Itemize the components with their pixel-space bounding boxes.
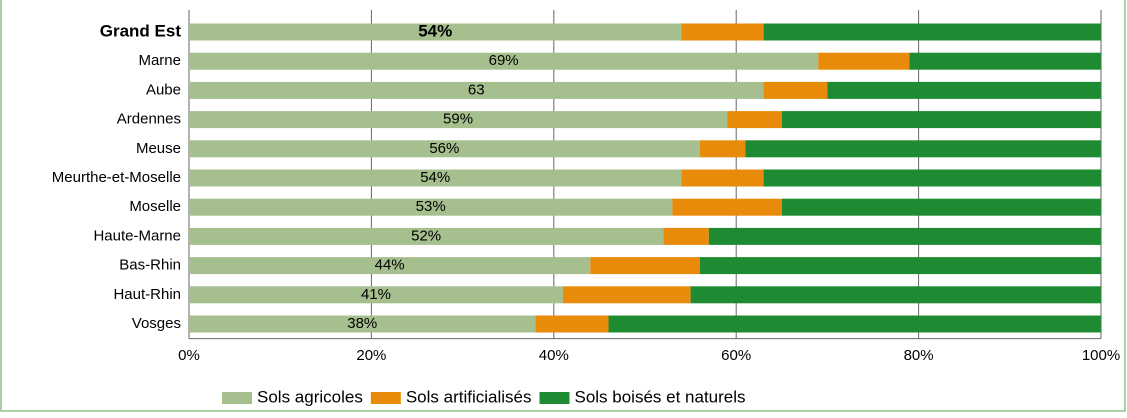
y-tick-label: Marne xyxy=(138,52,181,69)
data-label: 56% xyxy=(429,140,459,157)
bar-segment xyxy=(189,286,563,304)
bar-segment xyxy=(745,140,1101,158)
data-label: 52% xyxy=(411,227,441,244)
y-tick-label: Haut-Rhin xyxy=(113,286,181,303)
bar-segment xyxy=(708,227,1101,245)
y-tick-label: Ardennes xyxy=(117,111,181,128)
legend-label: Sols agricoles xyxy=(257,387,363,406)
y-tick-label: Meuse xyxy=(136,140,181,157)
bar-segment xyxy=(590,257,700,275)
y-tick-label: Bas-Rhin xyxy=(119,257,181,274)
bar-segment xyxy=(189,315,536,333)
bar-segment xyxy=(763,23,1101,41)
bar-segment xyxy=(681,169,764,187)
bar-segment xyxy=(535,315,609,333)
bar-segment xyxy=(663,227,709,245)
bar-segment xyxy=(189,198,673,216)
data-label: 54% xyxy=(420,169,450,186)
bar-segment xyxy=(727,111,782,129)
bar-segment xyxy=(690,286,1101,304)
y-tick-label: Moselle xyxy=(129,198,181,215)
bar-segment xyxy=(189,23,682,41)
x-tick-label: 80% xyxy=(904,347,934,364)
bar-segment xyxy=(189,140,700,158)
data-label: 53% xyxy=(416,198,446,215)
bar-segment xyxy=(699,140,746,158)
data-label: 54% xyxy=(418,21,452,40)
bar-segment xyxy=(818,52,910,70)
legend-swatch xyxy=(370,392,401,404)
legend-label: Sols boisés et naturels xyxy=(574,387,745,406)
y-tick-label: Vosges xyxy=(132,315,181,332)
bar-segment xyxy=(189,111,728,129)
data-label: 69% xyxy=(489,52,519,69)
bar-segment xyxy=(189,169,682,187)
data-label: 63 xyxy=(468,81,485,98)
legend-swatch xyxy=(539,392,570,404)
bar-segment xyxy=(608,315,1101,333)
bar-segment xyxy=(681,23,764,41)
data-label: 41% xyxy=(361,286,391,303)
y-tick-label: Haute-Marne xyxy=(93,227,181,244)
bar-segment xyxy=(189,81,764,99)
bar-segment xyxy=(189,227,664,245)
data-label: 38% xyxy=(347,315,377,332)
legend-swatch xyxy=(222,392,252,404)
bar-segment xyxy=(562,286,691,304)
bar-segment xyxy=(781,111,1101,129)
bar-segment xyxy=(672,198,782,216)
bar-segment xyxy=(189,257,591,275)
bar-segment xyxy=(763,169,1101,187)
x-tick-label: 40% xyxy=(539,347,569,364)
x-tick-label: 20% xyxy=(356,347,386,364)
y-tick-label: Grand Est xyxy=(100,21,182,40)
y-tick-label: Meurthe-et-Moselle xyxy=(52,169,181,186)
bar-segment xyxy=(781,198,1101,216)
bar-segment xyxy=(763,81,828,99)
data-label: 59% xyxy=(443,111,473,128)
legend-label: Sols artificialisés xyxy=(406,387,532,406)
data-label: 44% xyxy=(375,257,405,274)
bar-segment xyxy=(909,52,1101,70)
y-tick-label: Aube xyxy=(146,81,181,98)
x-tick-label: 0% xyxy=(178,347,200,364)
x-tick-label: 60% xyxy=(721,347,751,364)
bar-segment xyxy=(699,257,1101,275)
bar-segment xyxy=(189,52,819,70)
bar-segment xyxy=(827,81,1101,99)
x-tick-label: 100% xyxy=(1082,347,1120,364)
